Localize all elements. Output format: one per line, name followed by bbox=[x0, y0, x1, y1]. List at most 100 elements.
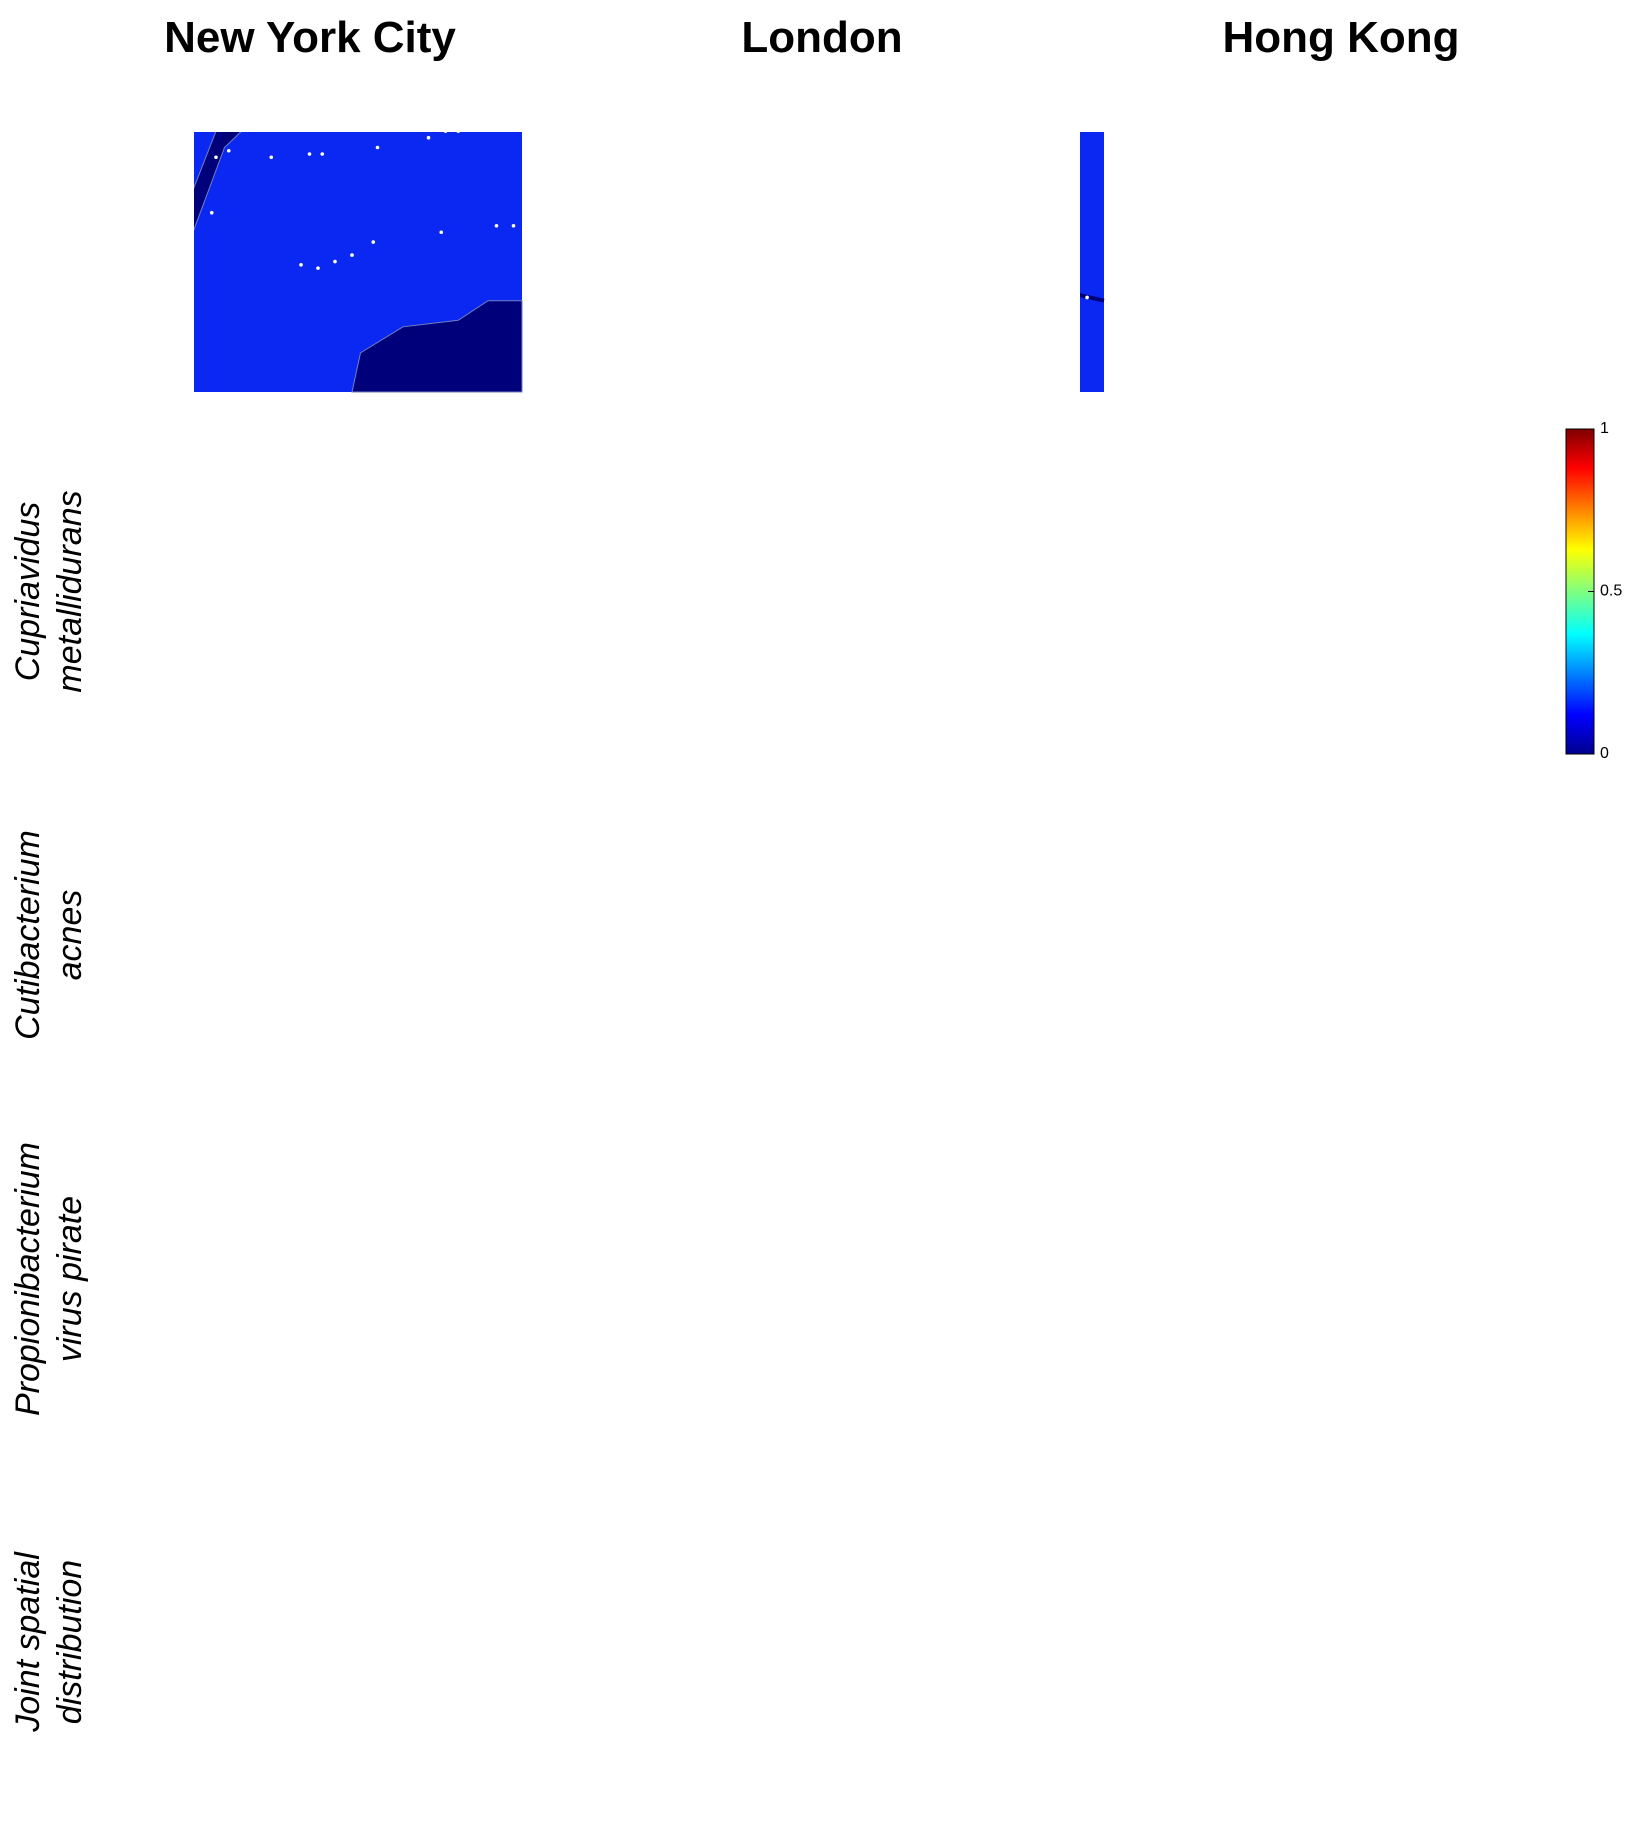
hotspot bbox=[970, 849, 1012, 891]
hotspot bbox=[165, 782, 199, 816]
sample-site bbox=[1221, 949, 1225, 953]
sample-site bbox=[1352, 596, 1356, 600]
hotspot bbox=[699, 963, 741, 1005]
sample-site bbox=[1225, 1310, 1229, 1314]
hotspot bbox=[1353, 1285, 1381, 1313]
sample-site bbox=[696, 165, 700, 169]
sample-site bbox=[1370, 1212, 1374, 1216]
hotspot bbox=[632, 898, 674, 940]
hotspot bbox=[1362, 979, 1390, 1007]
hotspot bbox=[1270, 934, 1298, 962]
sample-site bbox=[193, 476, 197, 480]
sample-site bbox=[978, 1261, 982, 1265]
sample-site bbox=[1383, 234, 1387, 238]
sample-site bbox=[159, 499, 163, 503]
sample-site bbox=[265, 622, 269, 626]
sample-site bbox=[320, 515, 324, 519]
hotspot bbox=[1371, 539, 1399, 567]
hotspot bbox=[1287, 1565, 1317, 1595]
sample-site bbox=[566, 1294, 570, 1298]
hotspot bbox=[242, 918, 276, 952]
sample-site bbox=[210, 917, 214, 921]
sample-site bbox=[566, 949, 570, 953]
sample-site bbox=[753, 1030, 757, 1034]
hotspot bbox=[356, 931, 390, 965]
hotspot bbox=[327, 950, 361, 984]
sample-site bbox=[662, 1053, 666, 1057]
sample-site bbox=[512, 930, 516, 934]
land bbox=[1253, 429, 1363, 455]
sample-site bbox=[376, 852, 380, 856]
hotspot bbox=[1213, 953, 1241, 981]
sample-site bbox=[634, 1305, 638, 1309]
sample-site bbox=[427, 842, 431, 846]
sample-site bbox=[495, 586, 499, 590]
sample-site bbox=[989, 182, 993, 186]
hotspot bbox=[1270, 1203, 1298, 1231]
map-content bbox=[540, 1116, 1104, 1442]
sample-site bbox=[1282, 525, 1286, 529]
land bbox=[1161, 429, 1516, 683]
sample-site bbox=[775, 629, 779, 633]
sample-site bbox=[299, 1313, 303, 1317]
row-label: Cutibacterium bbox=[9, 830, 47, 1040]
sample-site bbox=[978, 211, 982, 215]
sample-site bbox=[291, 1303, 295, 1307]
sample-site bbox=[159, 1186, 163, 1190]
hotspot bbox=[1269, 1565, 1299, 1595]
row-label: acnes bbox=[51, 890, 89, 981]
sample-site bbox=[696, 551, 700, 555]
sample-site bbox=[696, 826, 700, 830]
sample-site bbox=[371, 240, 376, 244]
sample-site bbox=[764, 1047, 768, 1051]
column-title: New York City bbox=[164, 13, 456, 62]
sample-site bbox=[989, 586, 993, 590]
sample-site bbox=[1282, 1290, 1286, 1294]
hotspot bbox=[1340, 584, 1368, 612]
sample-site bbox=[299, 969, 303, 973]
water bbox=[310, 66, 416, 105]
sample-site bbox=[803, 614, 807, 618]
water bbox=[165, 1479, 310, 1675]
hotspot bbox=[677, 875, 719, 917]
sample-site bbox=[696, 1238, 700, 1242]
hotspot bbox=[1230, 1598, 1260, 1628]
sample-site bbox=[291, 616, 295, 620]
sample-site bbox=[291, 959, 295, 963]
hotspot bbox=[1344, 1666, 1374, 1696]
hotspot bbox=[318, 607, 352, 641]
sample-site bbox=[444, 492, 448, 496]
sample-site bbox=[1282, 1212, 1286, 1216]
sample-site bbox=[1427, 260, 1431, 264]
sample-site bbox=[1374, 286, 1378, 290]
hotspot bbox=[165, 934, 199, 968]
hotspot bbox=[1352, 1647, 1382, 1677]
map-content bbox=[651, 132, 1105, 392]
hotspot bbox=[677, 852, 719, 894]
sample-site bbox=[180, 1294, 184, 1298]
sample-site bbox=[1392, 178, 1396, 182]
sample-site bbox=[854, 1251, 858, 1255]
sample-site bbox=[989, 888, 993, 892]
sample-site bbox=[308, 859, 312, 863]
sample-site bbox=[1427, 622, 1431, 626]
sample-site bbox=[769, 1290, 773, 1294]
sample-site bbox=[1370, 525, 1374, 529]
sample-site bbox=[775, 358, 779, 362]
sample-site bbox=[730, 299, 734, 303]
sample-site bbox=[989, 603, 993, 607]
river bbox=[540, 631, 1104, 706]
hotspot bbox=[1209, 594, 1237, 622]
sample-site bbox=[456, 836, 460, 840]
map-content bbox=[540, 773, 1108, 1097]
sample-site bbox=[1352, 234, 1356, 238]
sample-site bbox=[1418, 949, 1422, 953]
sample-site bbox=[209, 210, 214, 215]
sample-site bbox=[967, 1245, 971, 1249]
sample-site bbox=[651, 211, 655, 215]
sample-site bbox=[753, 1333, 757, 1337]
hotspot bbox=[305, 1550, 339, 1584]
sample-site bbox=[606, 541, 610, 545]
hotspot bbox=[195, 558, 229, 592]
